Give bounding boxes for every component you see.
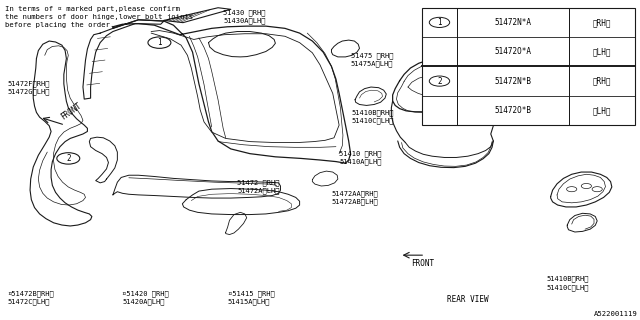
Text: FRONT: FRONT — [59, 101, 83, 122]
Text: 〈RH〉: 〈RH〉 — [593, 18, 611, 27]
Text: 51472O*A: 51472O*A — [494, 47, 531, 56]
Text: 2: 2 — [437, 76, 442, 85]
Text: 51472AA〈RH〉
51472AB〈LH〉: 51472AA〈RH〉 51472AB〈LH〉 — [332, 190, 378, 205]
Text: 51472O*B: 51472O*B — [494, 106, 531, 115]
Text: A522001119: A522001119 — [593, 311, 637, 317]
Text: 1: 1 — [437, 18, 442, 27]
Text: 51475 〈RH〉
51475A〈LH〉: 51475 〈RH〉 51475A〈LH〉 — [351, 52, 393, 67]
Text: 51472F〈RH〉
51472G〈LH〉: 51472F〈RH〉 51472G〈LH〉 — [8, 81, 51, 95]
Text: 51472N*B: 51472N*B — [494, 76, 531, 85]
Text: 51410B〈RH〉
51410C〈LH〉: 51410B〈RH〉 51410C〈LH〉 — [546, 276, 589, 291]
Text: REAR VIEW: REAR VIEW — [447, 295, 489, 304]
Circle shape — [429, 76, 450, 86]
Text: 1: 1 — [157, 38, 162, 47]
Text: 51472 〈RH〉
51472A〈LH〉: 51472 〈RH〉 51472A〈LH〉 — [237, 179, 280, 194]
Text: 51410B〈RH〉
51410C〈LH〉: 51410B〈RH〉 51410C〈LH〉 — [352, 109, 394, 124]
Text: 51430 〈RH〉
51430A〈LH〉: 51430 〈RH〉 51430A〈LH〉 — [223, 9, 266, 24]
Text: 51472N*A: 51472N*A — [494, 18, 531, 27]
Text: In terms of ¤ marked part,please confirm
the numbers of door hinge,lower bolt jo: In terms of ¤ marked part,please confirm… — [4, 6, 193, 28]
Text: ¤51415 〈RH〉
51415A〈LH〉: ¤51415 〈RH〉 51415A〈LH〉 — [228, 290, 275, 305]
Text: 51410 〈RH〉
51410A〈LH〉: 51410 〈RH〉 51410A〈LH〉 — [435, 77, 477, 92]
Text: ¤51420 〈RH〉
51420A〈LH〉: ¤51420 〈RH〉 51420A〈LH〉 — [122, 290, 169, 305]
Text: 2: 2 — [66, 154, 70, 163]
Text: 51475 〈RH〉
51475A〈LH〉: 51475 〈RH〉 51475A〈LH〉 — [524, 103, 566, 118]
Circle shape — [148, 37, 171, 48]
Text: FRONT: FRONT — [411, 259, 435, 268]
Circle shape — [429, 17, 450, 28]
Text: 〈RH〉: 〈RH〉 — [593, 76, 611, 85]
Text: 〈LH〉: 〈LH〉 — [593, 106, 611, 115]
Text: 〈LH〉: 〈LH〉 — [593, 47, 611, 56]
Text: ¤51472B〈RH〉
51472C〈LH〉: ¤51472B〈RH〉 51472C〈LH〉 — [8, 290, 54, 305]
Circle shape — [57, 153, 80, 164]
FancyBboxPatch shape — [422, 8, 636, 125]
Text: 51410 〈RH〉
51410A〈LH〉: 51410 〈RH〉 51410A〈LH〉 — [339, 150, 381, 165]
